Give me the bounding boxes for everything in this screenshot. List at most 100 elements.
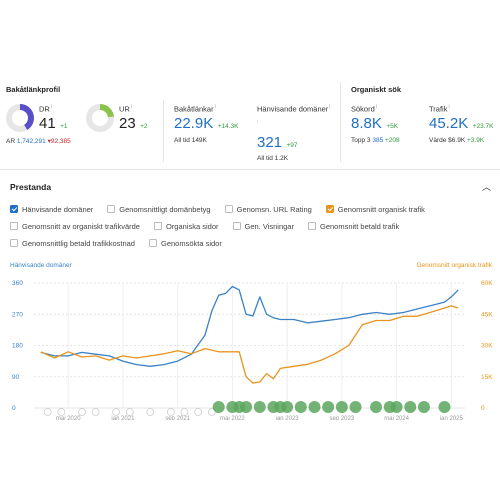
metric-checkbox-label: Gen. Visningar	[244, 221, 294, 231]
organic-title: Organiskt sök	[351, 85, 402, 94]
ref-domains-info-icon: ᵢ	[257, 118, 258, 124]
event-marker-icon	[166, 408, 175, 416]
update-marker-icon	[240, 401, 253, 413]
data-point	[335, 353, 336, 354]
dr-label: DRi	[39, 104, 52, 114]
right-tick-label: 45K	[481, 311, 493, 318]
checkbox-checked-icon[interactable]	[10, 205, 18, 213]
ref-domains-all-time: All tid 1.2K	[257, 155, 289, 162]
metric-checkbox-label: Genomsnitt betald trafik	[319, 221, 400, 231]
data-point	[177, 361, 178, 362]
chevron-up-icon[interactable]: ︿	[482, 182, 492, 192]
event-marker-icon	[77, 408, 86, 416]
backlinks-label: Bakåtlänkari	[174, 104, 216, 114]
data-point	[95, 355, 96, 356]
data-point	[218, 295, 219, 296]
event-marker-icon	[194, 408, 203, 416]
metric-checkbox[interactable]: Gen. Visningar	[232, 219, 294, 233]
data-point	[451, 296, 452, 297]
data-point	[252, 315, 253, 316]
data-point	[232, 351, 233, 352]
x-tick-label: sep 2023	[330, 416, 355, 420]
data-point	[95, 354, 96, 355]
metric-checkbox[interactable]: Genomsökta sidor	[148, 236, 222, 250]
traffic-value: 45.2K	[429, 115, 469, 132]
right-tick-label: 60K	[481, 280, 493, 287]
data-point	[376, 312, 377, 313]
data-point	[54, 355, 55, 356]
data-point	[252, 383, 253, 384]
checkbox-empty-icon[interactable]	[148, 239, 157, 247]
metric-checkbox-label: Genomsnittligt domänbetyg	[119, 204, 211, 214]
data-point	[273, 378, 274, 379]
ar-value: 1,742,291	[16, 138, 46, 145]
ur-value: 23	[119, 115, 136, 132]
checkbox-empty-icon[interactable]	[10, 222, 18, 230]
data-point	[293, 366, 294, 367]
data-point	[136, 364, 137, 365]
series-line-referring-domains	[40, 285, 459, 367]
checkbox-checked-icon[interactable]	[325, 205, 334, 213]
performance-chart[interactable]: 360 60K 270 45K 180 30K 90 15K 0 0 maj 2020 jan 202…	[0, 270, 500, 420]
data-point	[81, 352, 82, 353]
data-point	[136, 358, 137, 359]
data-point	[246, 376, 247, 377]
data-point	[225, 293, 226, 294]
checkbox-empty-icon[interactable]	[232, 222, 241, 230]
data-point	[191, 353, 192, 354]
data-point	[403, 316, 404, 317]
data-point	[417, 309, 418, 310]
data-point	[458, 289, 459, 290]
backlinks-metric[interactable]: 22.9K +14.3K	[174, 115, 238, 133]
left-tick-label: 0	[12, 405, 16, 412]
metric-checkbox-label: Genomsn. URL Rating	[236, 204, 312, 214]
metric-checkbox[interactable]: Genomsnittlig betald trafikkostnad	[10, 236, 135, 250]
metric-checkbox[interactable]: Genomsnitt av organiskt trafikvärde	[10, 219, 140, 233]
data-point	[54, 358, 55, 359]
data-point	[348, 345, 349, 346]
checkbox-empty-icon[interactable]	[224, 205, 233, 213]
keywords-metric[interactable]: 8.8K +5K	[351, 115, 398, 133]
ur-metric: 23 +2	[119, 115, 148, 133]
right-tick-label: 30K	[481, 343, 493, 350]
ref-domains-label: Hänvisande domäneri	[257, 104, 331, 114]
checkbox-empty-icon[interactable]	[307, 222, 316, 230]
metric-checkbox-label: Organiska sidor	[165, 221, 219, 231]
checkbox-empty-icon[interactable]	[10, 239, 18, 247]
metric-checkbox[interactable]: Genomsn. URL Rating	[224, 202, 312, 216]
checkbox-empty-icon[interactable]	[153, 222, 162, 230]
top3-row: Topp 3 385 +208	[351, 137, 400, 144]
update-marker-icon	[349, 401, 362, 413]
traffic-metric[interactable]: 45.2K +23.7K	[429, 115, 493, 133]
update-marker-icon	[308, 401, 321, 413]
dr-donut-icon	[6, 104, 34, 132]
update-marker-icon	[212, 401, 225, 413]
event-marker-icon	[146, 408, 155, 416]
metric-checkbox[interactable]: Genomsnitt organisk trafik	[325, 202, 425, 216]
backlinks-all-time: All tid 149K	[174, 137, 207, 144]
metric-checkbox[interactable]: Organiska sidor	[153, 219, 219, 233]
metric-checkbox[interactable]: Genomsnittligt domänbetyg	[107, 202, 211, 216]
ref-domains-metric[interactable]: 321 +97	[257, 134, 298, 152]
performance-title: Prestanda	[10, 182, 52, 192]
backlinks-delta: +14.3K	[217, 123, 239, 130]
data-point	[259, 296, 260, 297]
data-point	[293, 319, 294, 320]
data-point	[205, 348, 206, 349]
update-marker-icon	[404, 401, 417, 413]
metric-checkbox[interactable]: Hänvisande domäner	[10, 202, 93, 216]
event-marker-icon	[112, 408, 120, 416]
x-tick-label: maj 2024	[384, 416, 409, 420]
x-tick-label: jan 2021	[110, 416, 135, 420]
data-point	[40, 351, 41, 352]
data-point	[307, 322, 308, 323]
update-marker-icon	[281, 401, 294, 413]
data-point	[321, 360, 322, 361]
checkbox-empty-icon[interactable]	[107, 205, 116, 213]
data-point	[109, 355, 110, 356]
left-tick-label: 360	[12, 280, 23, 287]
metric-checkbox[interactable]: Genomsnitt betald trafik	[307, 219, 400, 233]
left-tick-label: 180	[12, 343, 23, 350]
data-point	[259, 381, 260, 382]
dr-value: 41	[39, 115, 56, 132]
